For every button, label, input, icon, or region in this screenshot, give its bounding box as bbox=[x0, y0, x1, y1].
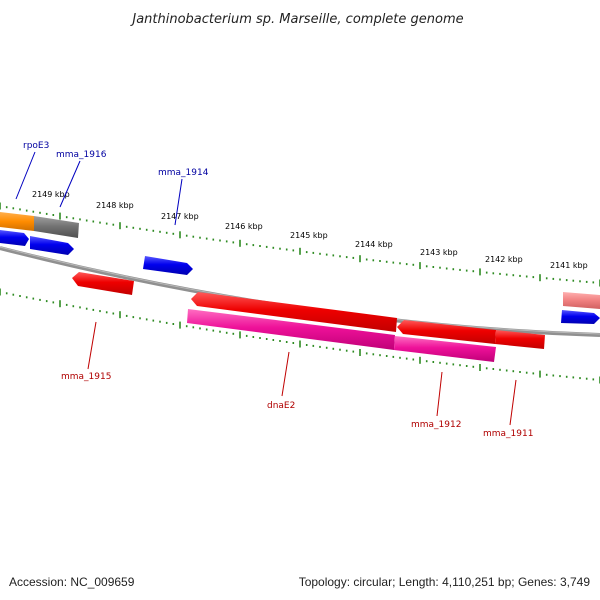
label-mma-1914[interactable]: mma_1914 bbox=[158, 168, 209, 178]
label-rpoE3[interactable]: rpoE3 bbox=[23, 141, 49, 151]
leader-mma-1916 bbox=[59, 160, 81, 208]
leader-mma-1912 bbox=[436, 371, 443, 417]
outer-tick-ruler bbox=[0, 202, 600, 287]
reverse-genes bbox=[72, 272, 545, 362]
gene-mma-1915[interactable] bbox=[72, 272, 134, 295]
forward-genes bbox=[0, 212, 600, 324]
tick-label-2142: 2142 kbp bbox=[485, 255, 523, 264]
tick-label-2148: 2148 kbp bbox=[96, 201, 134, 210]
tick-label-2143: 2143 kbp bbox=[420, 248, 458, 257]
gene-mma-1911[interactable] bbox=[495, 330, 545, 349]
accession-text: Accession: NC_009659 bbox=[9, 575, 135, 589]
gene-red-mid[interactable] bbox=[397, 320, 496, 344]
inner-tick-ruler bbox=[0, 288, 600, 384]
gene-blue-2[interactable] bbox=[30, 236, 74, 255]
label-dnaE2[interactable]: dnaE2 bbox=[267, 401, 295, 411]
map-title: Janthinobacterium sp. Marseille, complet… bbox=[129, 12, 463, 27]
gene-mma-1912[interactable] bbox=[394, 336, 496, 362]
gene-rpoE3[interactable] bbox=[0, 212, 34, 231]
gene-mma-1916[interactable] bbox=[34, 216, 79, 238]
label-mma-1915[interactable]: mma_1915 bbox=[61, 372, 111, 382]
leader-mma-1911 bbox=[509, 379, 517, 426]
gene-mma-1914[interactable] bbox=[143, 256, 193, 275]
tick-labels: 2149 kbp 2148 kbp 2147 kbp 2146 kbp 2145… bbox=[32, 190, 588, 270]
gene-red-long[interactable] bbox=[191, 292, 397, 332]
reverse-gene-labels: mma_1915 dnaE2 mma_1912 mma_1911 bbox=[61, 321, 533, 439]
label-mma-1916[interactable]: mma_1916 bbox=[56, 150, 107, 160]
gene-blue-right[interactable] bbox=[561, 310, 600, 324]
label-mma-1912[interactable]: mma_1912 bbox=[411, 420, 461, 430]
gene-pink-right[interactable] bbox=[563, 292, 600, 309]
leader-mma-1914 bbox=[174, 178, 183, 226]
tick-label-2147: 2147 kbp bbox=[161, 212, 199, 221]
tick-label-2149: 2149 kbp bbox=[32, 190, 70, 199]
tick-label-2144: 2144 kbp bbox=[355, 240, 393, 249]
leader-dnaE2 bbox=[281, 351, 290, 397]
forward-gene-labels: rpoE3 mma_1916 mma_1914 bbox=[15, 141, 209, 226]
genome-summary-text: Topology: circular; Length: 4,110,251 bp… bbox=[298, 575, 590, 589]
tick-label-2145: 2145 kbp bbox=[290, 231, 328, 240]
leader-mma-1915 bbox=[87, 321, 97, 370]
tick-label-2146: 2146 kbp bbox=[225, 222, 263, 231]
gene-dnaE2[interactable] bbox=[187, 309, 395, 350]
label-mma-1911[interactable]: mma_1911 bbox=[483, 429, 533, 439]
gene-blue-1[interactable] bbox=[0, 230, 29, 246]
tick-label-2141: 2141 kbp bbox=[550, 261, 588, 270]
leader-rpoE3 bbox=[15, 151, 36, 200]
